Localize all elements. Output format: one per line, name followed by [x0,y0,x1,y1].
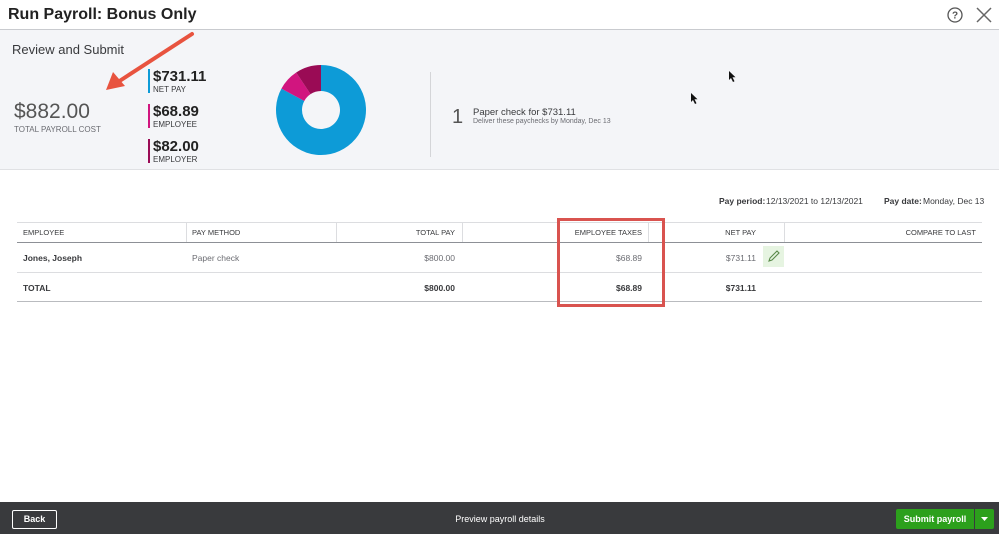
footer-bar [0,502,999,534]
column-divider [462,222,463,242]
column-header[interactable]: EMPLOYEE [23,228,65,237]
caret [981,517,988,521]
close-icon[interactable] [976,7,992,23]
annotation-arrow [116,32,194,84]
total-label: TOTAL [23,283,51,293]
column-divider [186,222,187,242]
donut-slice [281,72,311,101]
highlight-box [557,218,665,307]
net-pay: $731.11 [725,253,756,263]
pay-date-label: Pay date: [884,196,922,206]
summary-panel [0,30,999,170]
total-border [17,301,982,302]
help-glyph: ? [952,11,958,22]
page-title: Run Payroll: Bonus Only [8,6,197,23]
check-count: 1 [452,106,464,128]
submit-button[interactable]: Submit payroll [896,509,974,529]
edit-bg [763,246,784,267]
cursor [729,71,736,82]
total-pay-sum: $800.00 [424,283,455,293]
summary-graphics [106,32,736,157]
breakdown-amount: $82.00 [153,138,199,155]
column-divider [336,222,337,242]
check-note: Deliver these paychecks by Monday, Dec 1… [473,118,611,125]
column-header[interactable]: COMPARE TO LAST [905,228,976,237]
net-pay-sum: $731.11 [725,283,756,293]
donut-slice [296,65,321,95]
legend-bar [148,139,150,163]
breakdown-amount: $68.89 [153,103,199,120]
employee-taxes-sum: $68.89 [616,283,642,293]
column-header[interactable]: EMPLOYEE TAXES [574,228,642,237]
help-icon[interactable] [947,7,963,23]
legend-bar [148,104,150,128]
summary-heading: Review and Submit [12,42,124,57]
column-divider [784,222,785,242]
pay-date: Monday, Dec 13 [923,196,985,206]
check-text: Paper check for $731.11 [473,107,576,118]
legend-bar [148,69,150,93]
column-divider [648,222,649,242]
pencil-icon [768,250,780,262]
donut-slice [276,65,366,156]
column-header[interactable]: PAY METHOD [192,228,241,237]
total-pay: $800.00 [424,253,455,263]
breakdown-label: EMPLOYER [153,155,198,164]
preview-link[interactable]: Preview payroll details [455,514,545,524]
edit-button[interactable] [763,246,784,267]
pay-period: 12/13/2021 to 12/13/2021 [766,196,863,206]
employee-name[interactable]: Jones, Joseph [23,253,83,263]
breakdown-amount: $731.11 [153,68,207,85]
cursor [691,93,698,104]
row-border [17,272,982,273]
breakdown-label: NET PAY [153,85,186,94]
employee-taxes: $68.89 [616,253,642,263]
total-label: TOTAL PAYROLL COST [14,125,101,134]
pay-period-label: Pay period: [719,196,766,206]
total-amount: $882.00 [14,100,90,123]
annotation-arrowhead [106,72,125,90]
pay-method: Paper check [192,253,240,263]
header-bar [0,0,999,30]
breakdown-label: EMPLOYEE [153,120,198,129]
submit-dropdown[interactable] [975,509,994,529]
column-header[interactable]: NET PAY [725,228,756,237]
header-icons: ? [947,7,992,23]
column-header[interactable]: TOTAL PAY [415,228,455,237]
dropdown-caret [981,517,988,521]
header-border [17,242,982,243]
table-top-border [17,222,982,223]
back-button[interactable]: Back [12,510,57,529]
